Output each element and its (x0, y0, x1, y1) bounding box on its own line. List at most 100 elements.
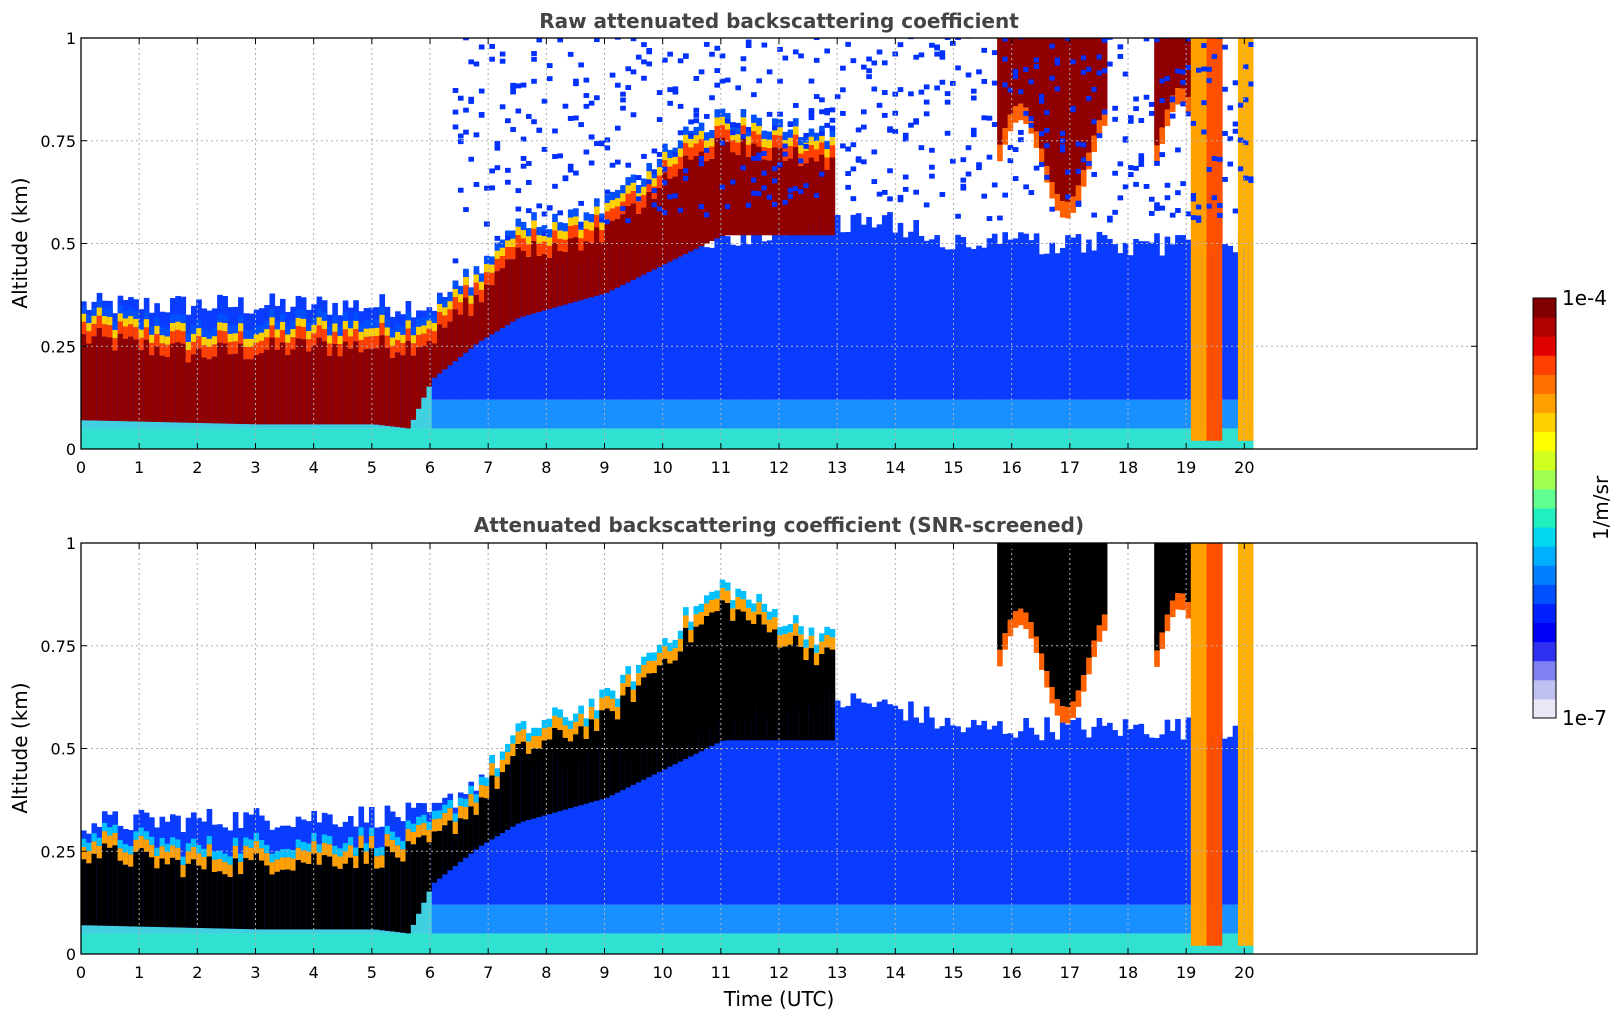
backscatter-cell (520, 755, 527, 905)
backscatter-cell (735, 588, 741, 597)
backscatter-cell (175, 933, 181, 954)
backscatter-cell (991, 50, 998, 56)
backscatter-cell (761, 933, 768, 954)
backscatter-cell (662, 160, 668, 173)
backscatter-cell (389, 329, 396, 338)
backscatter-cell (803, 134, 810, 143)
backscatter-cell (468, 287, 475, 296)
backscatter-cell (672, 660, 679, 765)
backscatter-cell (489, 264, 495, 273)
backscatter-cell (201, 928, 208, 934)
backscatter-cell (635, 673, 642, 686)
backscatter-cell (714, 611, 721, 744)
backscatter-cell (1070, 428, 1077, 449)
backscatter-cell (269, 428, 276, 449)
backscatter-cell (515, 218, 522, 227)
backscatter-cell (808, 128, 815, 137)
backscatter-cell (311, 832, 317, 842)
backscatter-cell (1112, 399, 1118, 429)
backscatter-cell (1007, 428, 1014, 449)
backscatter-cell (808, 701, 815, 905)
backscatter-cell (824, 157, 830, 170)
backscatter-cell (274, 321, 281, 330)
backscatter-cell (662, 904, 668, 934)
backscatter-cell (175, 342, 181, 423)
backscatter-cell (463, 207, 469, 213)
backscatter-cell (1033, 38, 1040, 132)
backscatter-cell (122, 326, 129, 339)
backscatter-cell (101, 420, 108, 429)
backscatter-cell (1033, 399, 1040, 429)
backscatter-cell (1007, 145, 1014, 150)
backscatter-cell (1180, 69, 1186, 75)
backscatter-cell (520, 155, 527, 161)
backscatter-cell (1086, 66, 1092, 72)
backscatter-cell (850, 166, 857, 172)
backscatter-cell (368, 424, 375, 429)
backscatter-cell (190, 422, 197, 429)
backscatter-cell (635, 685, 642, 783)
backscatter-cell (730, 179, 736, 185)
backscatter-cell (81, 420, 87, 429)
backscatter-cell (1002, 633, 1008, 650)
backscatter-cell (683, 724, 689, 905)
backscatter-cell (327, 836, 333, 845)
backscatter-cell (279, 857, 286, 870)
backscatter-cell (594, 206, 600, 215)
backscatter-cell (1196, 67, 1202, 73)
backscatter-cell (819, 653, 825, 741)
backscatter-cell (473, 428, 480, 449)
backscatter-cell (688, 159, 694, 252)
backscatter-cell (164, 428, 171, 449)
backscatter-cell (724, 118, 731, 124)
backscatter-cell (1169, 730, 1176, 905)
backscatter-cell (431, 331, 438, 344)
backscatter-cell (494, 250, 501, 259)
backscatter-cell (761, 130, 768, 139)
backscatter-cell (908, 231, 914, 400)
backscatter-cell (1007, 38, 1014, 115)
backscatter-cell (772, 428, 778, 449)
backscatter-cell (389, 852, 396, 932)
backscatter-cell (468, 156, 475, 162)
backscatter-cell (196, 428, 202, 449)
backscatter-cell (986, 154, 993, 160)
backscatter-cell (782, 151, 789, 157)
backscatter-cell (688, 399, 694, 429)
backscatter-cell (190, 325, 197, 334)
backscatter-cell (620, 933, 626, 954)
backscatter-cell (159, 335, 166, 344)
backscatter-cell (641, 178, 647, 187)
backscatter-cell (913, 717, 919, 905)
backscatter-cell (719, 140, 726, 146)
backscatter-cell (1196, 543, 1202, 946)
backscatter-cell (1175, 235, 1181, 400)
backscatter-cell (91, 841, 98, 854)
x-tick-label: 8 (541, 963, 551, 982)
backscatter-cell (955, 904, 961, 934)
backscatter-cell (1023, 110, 1029, 116)
backscatter-cell (1075, 690, 1082, 707)
backscatter-cell (703, 726, 710, 905)
x-tick-label: 6 (425, 458, 435, 477)
backscatter-cell (803, 647, 810, 660)
backscatter-cell (1232, 121, 1239, 127)
backscatter-cell (803, 132, 810, 138)
backscatter-cell (861, 933, 867, 954)
backscatter-cell (986, 729, 993, 905)
backscatter-cell (494, 399, 501, 429)
backscatter-cell (143, 933, 150, 954)
backscatter-cell (175, 839, 181, 848)
backscatter-cell (766, 194, 773, 200)
backscatter-cell (442, 904, 448, 934)
backscatter-cell (1248, 176, 1254, 182)
backscatter-cell (180, 323, 187, 332)
backscatter-cell (1180, 428, 1186, 449)
x-tick-label: 10 (652, 458, 672, 477)
backscatter-cell (248, 359, 255, 425)
backscatter-cell (677, 744, 684, 905)
backscatter-cell (934, 85, 940, 91)
backscatter-cell (1065, 235, 1071, 400)
backscatter-cell (604, 145, 611, 151)
backscatter-cell (1101, 614, 1108, 631)
